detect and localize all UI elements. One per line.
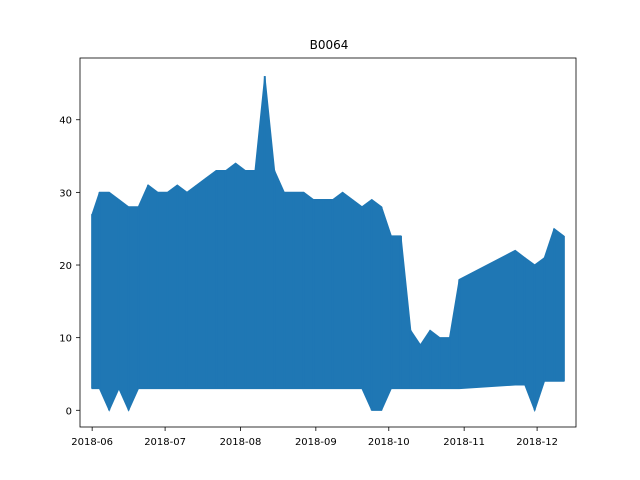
y-tick-label-2: 20 [59,261,72,272]
series-group [91,76,565,413]
x-axis: 2018-06 2018-07 2018-08 2018-09 2018-10 2018-… [71,427,558,448]
x-tick-label-3: 2018-09 [295,437,337,448]
y-tick-label-1: 10 [59,334,72,345]
y-axis: 0 10 20 30 40 [59,116,80,417]
x-tick-label-2: 2018-08 [220,437,262,448]
y-tick-label-4: 40 [59,116,72,127]
y-tick-label-3: 30 [59,188,72,199]
axes-frame [79,57,577,428]
y-tick-label-0: 0 [66,406,72,417]
x-tick-label-4: 2018-10 [368,437,410,448]
x-tick-label-5: 2018-11 [443,437,485,448]
series-0-envelope [91,76,565,413]
x-tick-label-1: 2018-07 [144,437,186,448]
x-tick-label-6: 2018-12 [516,437,558,448]
chart-title: B0064 [310,38,349,52]
x-tick-label-0: 2018-06 [71,437,113,448]
plot-area [79,57,577,428]
